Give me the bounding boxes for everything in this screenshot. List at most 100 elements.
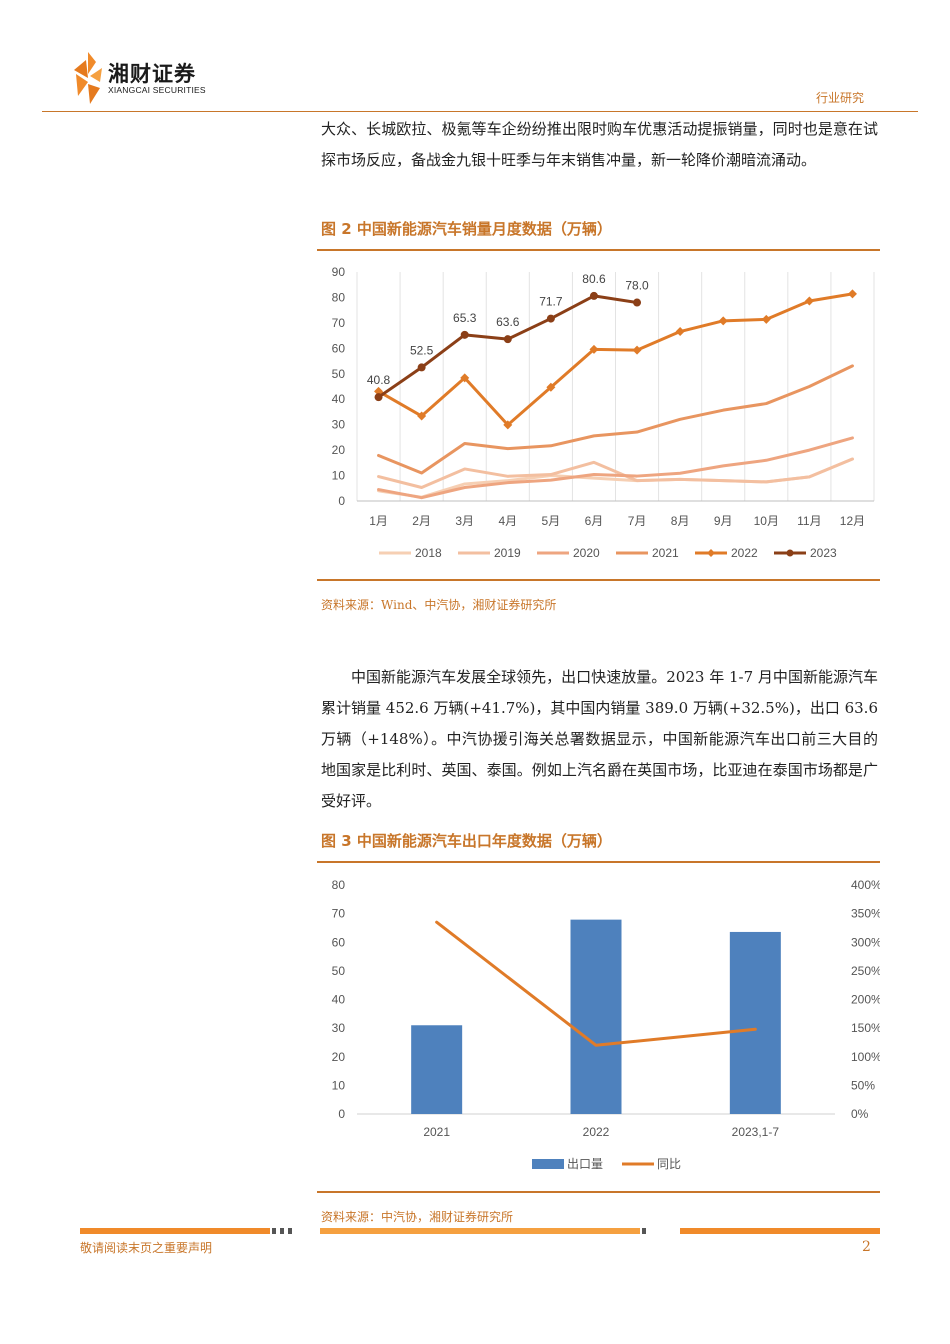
x-tick-label: 10月 bbox=[754, 514, 779, 528]
data-point-2022 bbox=[589, 344, 599, 354]
y2-tick-label: 350% bbox=[851, 907, 880, 921]
data-point-2022 bbox=[804, 296, 814, 306]
data-point-2022 bbox=[632, 345, 642, 355]
series-line-2019 bbox=[377, 457, 854, 490]
figure2-top-rule bbox=[317, 249, 880, 251]
export-annual-combo-chart: 0 10 20 30 40 50 60 70 80 0% 50% 100% 150% 200% 250% 30… bbox=[332, 878, 882, 1171]
data-point-2022 bbox=[503, 420, 513, 430]
legend-label-2019: 2019 bbox=[494, 546, 521, 560]
data-label: 40.8 bbox=[367, 373, 391, 387]
data-point-2022 bbox=[460, 373, 470, 383]
intro-paragraph: 大众、长城欧拉、极氪等车企纷纷推出限时购车优惠活动提振销量，同时也是意在试探市场… bbox=[321, 120, 878, 169]
x-tick-label: 2021 bbox=[423, 1125, 450, 1139]
data-label: 78.0 bbox=[625, 279, 649, 293]
bar-export-volume bbox=[729, 931, 781, 1114]
y-tick-label: 20 bbox=[332, 443, 346, 457]
monthly-sales-line-chart: 0 10 20 30 40 50 60 70 80 90 1月 2月 3月 4月 5月 6月 7月 8月 9月 10月… bbox=[332, 265, 875, 560]
body-paragraph: 中国新能源汽车发展全球领先，出口快速放量。2023 年 1-7 月中国新能源汽车… bbox=[321, 668, 878, 810]
y-tick-label: 30 bbox=[332, 1021, 346, 1035]
logo-english-name: XIANGCAI SECURITIES bbox=[108, 85, 206, 95]
legend-label-yoy: 同比 bbox=[657, 1157, 681, 1171]
y-tick-label: 0 bbox=[338, 494, 345, 508]
data-point-2022 bbox=[546, 382, 556, 392]
legend-label-2022: 2022 bbox=[731, 546, 758, 560]
data-point-2022 bbox=[417, 411, 427, 421]
legend-label-2018: 2018 bbox=[415, 546, 442, 560]
y-tick-label: 50 bbox=[332, 964, 346, 978]
data-label: 71.7 bbox=[539, 295, 563, 309]
x-tick-label: 6月 bbox=[585, 514, 604, 528]
data-point-2023 bbox=[589, 291, 598, 300]
data-point-2023 bbox=[633, 298, 642, 307]
y2-tick-label: 50% bbox=[851, 1078, 875, 1092]
x-tick-label: 5月 bbox=[542, 514, 561, 528]
data-point-2022 bbox=[761, 314, 771, 324]
y-tick-label: 10 bbox=[332, 469, 346, 483]
data-point-2022 bbox=[374, 386, 384, 396]
y-tick-label: 30 bbox=[332, 418, 346, 432]
figure2-bottom-rule bbox=[317, 579, 880, 581]
y-tick-label: 20 bbox=[332, 1050, 346, 1064]
y-tick-label: 40 bbox=[332, 392, 346, 406]
y-tick-label: 70 bbox=[332, 907, 346, 921]
bar-export-volume bbox=[570, 919, 622, 1114]
data-label: 63.6 bbox=[496, 315, 520, 329]
figure3-bottom-rule bbox=[317, 1191, 880, 1193]
y-tick-label: 10 bbox=[332, 1078, 346, 1092]
x-tick-label: 11月 bbox=[797, 514, 821, 528]
figure2-title: 图 2 中国新能源汽车销量月度数据（万辆） bbox=[321, 220, 612, 238]
page-number: 2 bbox=[862, 1239, 871, 1255]
y2-tick-label: 200% bbox=[851, 993, 880, 1007]
x-tick-label: 8月 bbox=[671, 514, 690, 528]
x-tick-label: 9月 bbox=[714, 514, 733, 528]
data-point-2023 bbox=[460, 330, 469, 339]
footer-disclaimer: 敬请阅读末页之重要声明 bbox=[80, 1241, 213, 1255]
y-tick-label: 40 bbox=[332, 993, 346, 1007]
legend-marker bbox=[786, 549, 794, 557]
y2-tick-label: 150% bbox=[851, 1021, 880, 1035]
y-tick-label: 90 bbox=[332, 265, 346, 279]
x-tick-label: 3月 bbox=[455, 514, 474, 528]
y-tick-label: 50 bbox=[332, 367, 346, 381]
footer-stripe bbox=[80, 1228, 880, 1234]
figure3-source: 资料来源：中汽协，湘财证券研究所 bbox=[321, 1210, 514, 1224]
y2-tick-label: 300% bbox=[851, 935, 880, 949]
figure2-chart: 0 10 20 30 40 50 60 70 80 90 1月 2月 3月 4月 5月 6月 7月 8月 9月 10月… bbox=[317, 252, 880, 576]
x-tick-label: 12月 bbox=[840, 514, 865, 528]
y2-tick-label: 0% bbox=[851, 1107, 869, 1121]
logo-chinese-name: 湘财证券 bbox=[108, 62, 196, 86]
y2-tick-label: 400% bbox=[851, 878, 880, 892]
figure3-top-rule bbox=[317, 861, 880, 863]
legend-marker bbox=[707, 549, 715, 557]
y2-tick-label: 100% bbox=[851, 1050, 880, 1064]
data-point-2023 bbox=[374, 393, 383, 402]
x-tick-label: 2022 bbox=[583, 1125, 610, 1139]
x-tick-label: 2月 bbox=[412, 514, 431, 528]
y-tick-label: 60 bbox=[332, 935, 346, 949]
data-point-2023 bbox=[417, 363, 426, 372]
x-tick-label: 1月 bbox=[369, 514, 388, 528]
data-point-2022 bbox=[718, 316, 728, 326]
section-tag: 行业研究 bbox=[816, 91, 865, 105]
legend-label-2020: 2020 bbox=[573, 546, 600, 560]
data-label: 80.6 bbox=[582, 272, 606, 286]
legend-label-2023: 2023 bbox=[810, 546, 837, 560]
legend-label-2021: 2021 bbox=[652, 546, 679, 560]
data-point-2022 bbox=[675, 327, 685, 337]
y-tick-label: 80 bbox=[332, 878, 346, 892]
series-line-2022 bbox=[377, 292, 854, 427]
data-point-2023 bbox=[546, 314, 555, 323]
figure3-title: 图 3 中国新能源汽车出口年度数据（万辆） bbox=[321, 832, 612, 850]
data-point-2023 bbox=[503, 335, 512, 344]
y2-tick-label: 250% bbox=[851, 964, 880, 978]
company-logo: 湘财证券 XIANGCAI SECURITIES bbox=[72, 52, 207, 104]
figure3-chart: 0 10 20 30 40 50 60 70 80 0% 50% 100% 150% 200% 250% 30… bbox=[317, 866, 882, 1186]
y-tick-label: 60 bbox=[332, 341, 346, 355]
x-tick-label: 7月 bbox=[628, 514, 647, 528]
y-tick-label: 70 bbox=[332, 316, 346, 330]
legend-label-export: 出口量 bbox=[567, 1157, 603, 1171]
series-line-2021 bbox=[377, 364, 854, 475]
logo-emblem-icon bbox=[74, 52, 102, 104]
data-label: 52.5 bbox=[410, 343, 434, 357]
x-tick-label: 2023,1-7 bbox=[732, 1125, 780, 1139]
